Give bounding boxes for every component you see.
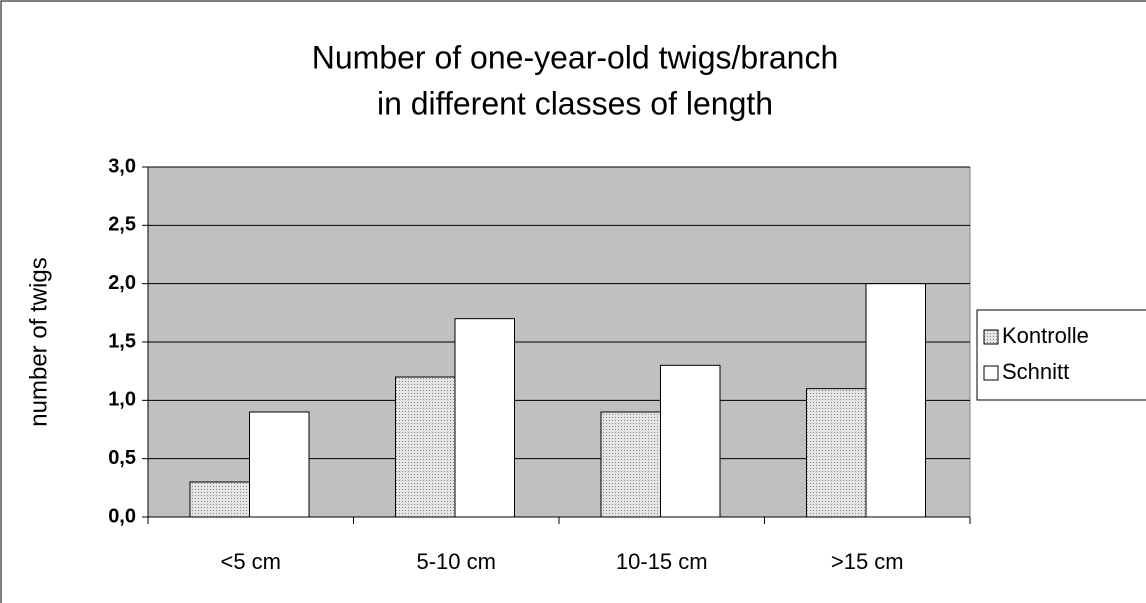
bar — [806, 388, 867, 518]
y-axis-label: number of twigs — [25, 257, 52, 426]
x-tick-label: >15 cm — [831, 549, 904, 574]
chart-title: Number of one-year-old twigs/branch — [312, 39, 838, 75]
y-tick-label: 1,5 — [108, 330, 136, 352]
bar — [865, 283, 926, 518]
legend-label: Schnitt — [1002, 359, 1069, 384]
bar — [660, 364, 721, 518]
chart-title: in different classes of length — [377, 85, 773, 121]
x-tick-label: <5 cm — [220, 549, 281, 574]
bar — [600, 411, 661, 518]
legend-swatch — [983, 329, 999, 345]
bar — [249, 411, 310, 518]
y-tick-label: 3,0 — [108, 155, 136, 177]
y-tick-label: 2,0 — [108, 272, 136, 294]
y-tick-label: 1,0 — [108, 389, 136, 411]
y-tick-label: 0,5 — [108, 447, 136, 469]
bar — [395, 376, 456, 518]
legend — [976, 309, 1146, 401]
legend-label: Kontrolle — [1002, 323, 1089, 348]
x-tick-label: 10-15 cm — [616, 549, 708, 574]
x-tick-label: 5-10 cm — [417, 549, 496, 574]
bar — [454, 318, 515, 518]
bar — [189, 481, 250, 518]
y-tick-label: 0,0 — [108, 505, 136, 527]
y-tick-label: 2,5 — [108, 214, 136, 236]
legend-swatch — [983, 365, 999, 381]
